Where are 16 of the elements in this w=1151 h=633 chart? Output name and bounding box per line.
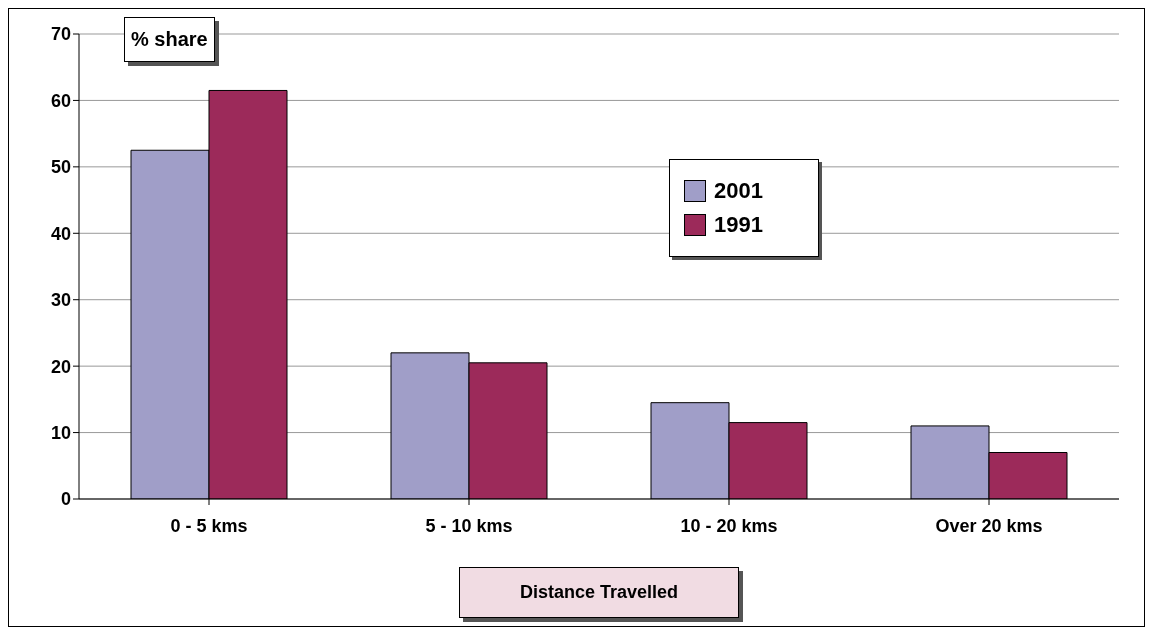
y-tick-label: 10 — [50, 422, 71, 443]
x-axis-title: Distance Travelled — [459, 567, 740, 618]
y-tick-label: 40 — [50, 223, 71, 244]
y-tick-label: 50 — [50, 157, 71, 178]
legend-label: 2001 — [713, 178, 764, 204]
y-tick-label: 60 — [50, 90, 71, 111]
x-tick-label: 5 - 10 kms — [425, 515, 513, 536]
x-tick-label: 0 - 5 kms — [170, 515, 248, 536]
y-tick-label: 30 — [50, 290, 71, 311]
x-tick-label: 10 - 20 kms — [680, 515, 778, 536]
y-axis-title: % share — [124, 17, 215, 62]
y-tick-label: 0 — [60, 489, 71, 510]
y-tick-label: 70 — [50, 24, 71, 45]
x-tick-label: Over 20 kms — [935, 515, 1043, 536]
y-tick-label: 20 — [50, 356, 71, 377]
legend-label: 1991 — [713, 212, 764, 238]
